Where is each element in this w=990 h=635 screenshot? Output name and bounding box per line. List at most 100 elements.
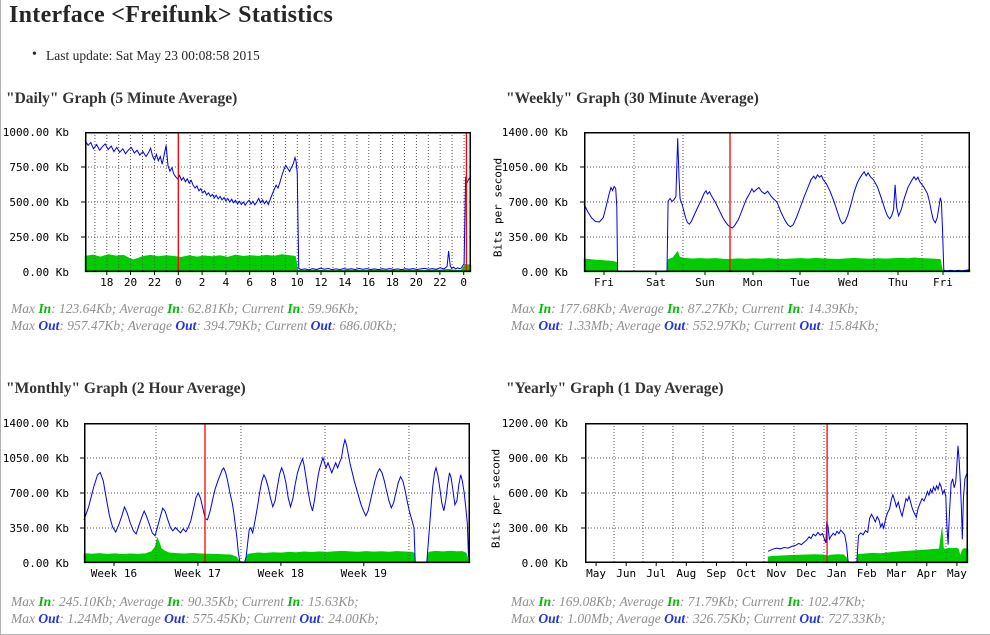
daily-out-stats-line: Max Out: 957.47Kb; Average Out: 394.79Kb… bbox=[11, 318, 397, 335]
in-word: In bbox=[787, 594, 801, 609]
daily-graph-title: "Daily" Graph (5 Minute Average) bbox=[6, 90, 238, 107]
x-tick-label: 8 bbox=[270, 276, 277, 289]
stats-current-value: : 727.33Kb; bbox=[820, 610, 886, 626]
y-tick-label: 350.00 Kb bbox=[9, 522, 69, 535]
y-tick-label: 0.00 Kb bbox=[521, 266, 568, 279]
stats-max-label: Max bbox=[511, 610, 539, 626]
x-tick-label: Feb bbox=[856, 567, 877, 580]
x-tick-label: May bbox=[586, 567, 607, 580]
stats-max-value: : 1.33Mb; Average bbox=[559, 317, 665, 333]
stats-current-value: : 15.84Kb; bbox=[820, 317, 879, 333]
x-tick-label: Sep bbox=[706, 567, 727, 580]
stats-current-value: : 102.47Kb; bbox=[800, 594, 866, 609]
plot-frame bbox=[584, 132, 970, 272]
in-word: In bbox=[538, 301, 552, 316]
stats-max-value: : 169.08Kb; Average bbox=[551, 594, 668, 609]
y-tick-label: 250.00 Kb bbox=[9, 231, 69, 244]
stats-average-value: : 575.45Kb; Current bbox=[185, 610, 300, 626]
x-tick-label: Aug bbox=[676, 567, 697, 580]
stats-max-value: : 1.00Mb; Average bbox=[559, 610, 665, 626]
stats-average-value: : 87.27Kb; Current bbox=[679, 301, 788, 316]
y-axis-unit-label: Bits per second bbox=[489, 448, 503, 549]
x-tick-label: 18 bbox=[385, 276, 400, 289]
x-tick-label: 22 bbox=[147, 276, 162, 289]
x-tick-label: Week 19 bbox=[340, 567, 388, 580]
out-word: Out bbox=[799, 610, 821, 626]
out-word: Out bbox=[299, 610, 321, 626]
y-tick-label: 300.00 Kb bbox=[508, 522, 568, 535]
yearly-in-stats-line: Max In: 169.08Kb; Average In: 71.79Kb; C… bbox=[511, 594, 886, 611]
stats-current-value: : 24.00Kb; bbox=[320, 610, 379, 626]
y-tick-label: 1050.00 Kb bbox=[501, 161, 568, 174]
x-tick-label: Jun bbox=[616, 567, 637, 580]
in-word: In bbox=[287, 594, 301, 609]
x-tick-label: Mar bbox=[886, 567, 907, 580]
in-word: In bbox=[287, 301, 301, 316]
y-tick-label: 1050.00 Kb bbox=[2, 452, 69, 465]
in-word: In bbox=[538, 594, 552, 609]
x-tick-label: 20 bbox=[123, 276, 138, 289]
monthly-out-stats-line: Max Out: 1.24Mb; Average Out: 575.45Kb; … bbox=[11, 611, 379, 628]
y-tick-label: 1400.00 Kb bbox=[501, 126, 568, 139]
stats-max-value: : 957.47Kb; Average bbox=[59, 317, 176, 333]
y-tick-label: 0.00 Kb bbox=[22, 266, 69, 279]
stats-max-value: : 177.68Kb; Average bbox=[551, 301, 668, 316]
out-word: Out bbox=[38, 317, 60, 333]
plot-frame bbox=[85, 132, 471, 272]
weekly-in-stats-line: Max In: 177.68Kb; Average In: 87.27Kb; C… bbox=[511, 301, 879, 318]
out-word: Out bbox=[164, 610, 186, 626]
x-tick-label: Mon bbox=[743, 276, 763, 289]
monthly-in-stats-line: Max In: 245.10Kb; Average In: 90.35Kb; C… bbox=[11, 594, 379, 611]
plot-frame bbox=[84, 423, 470, 563]
in-traffic-area bbox=[84, 254, 472, 273]
y-tick-label: 900.00 Kb bbox=[508, 452, 568, 465]
x-tick-label: Fri bbox=[594, 276, 614, 289]
y-tick-label: 750.00 Kb bbox=[9, 161, 69, 174]
y-tick-label: 500.00 Kb bbox=[9, 196, 69, 209]
monthly-graph-title: "Monthly" Graph (2 Hour Average) bbox=[6, 380, 246, 397]
x-tick-label: Dec bbox=[796, 567, 817, 580]
y-tick-label: 700.00 Kb bbox=[508, 196, 568, 209]
out-traffic-line bbox=[83, 437, 471, 564]
out-word: Out bbox=[538, 317, 560, 333]
x-tick-label: Oct bbox=[736, 567, 757, 580]
stats-current-value: : 59.96Kb; bbox=[300, 301, 359, 316]
weekly-chart-canvas bbox=[580, 132, 971, 275]
y-tick-label: 700.00 Kb bbox=[9, 487, 69, 500]
stats-current-value: : 15.63Kb; bbox=[300, 594, 359, 609]
out-word: Out bbox=[310, 317, 332, 333]
in-traffic-area bbox=[767, 527, 969, 564]
out-word: Out bbox=[799, 317, 821, 333]
stats-max-label: Max bbox=[511, 301, 539, 316]
y-tick-label: 0.00 Kb bbox=[521, 557, 568, 570]
x-tick-label: Nov bbox=[766, 567, 787, 580]
monthly-stats: Max In: 245.10Kb; Average In: 90.35Kb; C… bbox=[11, 594, 379, 627]
x-tick-label: Tue bbox=[790, 276, 810, 289]
stats-average-value: : 90.35Kb; Current bbox=[179, 594, 288, 609]
stats-max-value: : 245.10Kb; Average bbox=[51, 594, 168, 609]
in-traffic-area bbox=[83, 536, 471, 564]
x-tick-label: 0 bbox=[174, 276, 182, 289]
x-tick-label: 2 bbox=[198, 276, 206, 289]
x-tick-label: 16 bbox=[362, 276, 376, 289]
x-tick-label: 4 bbox=[222, 276, 230, 289]
yearly-out-stats-line: Max Out: 1.00Mb; Average Out: 326.75Kb; … bbox=[511, 611, 886, 628]
in-word: In bbox=[667, 301, 680, 316]
stats-average-value: : 71.79Kb; Current bbox=[679, 594, 788, 609]
stats-average-value: : 552.97Kb; Current bbox=[685, 317, 800, 333]
stats-max-label: Max bbox=[511, 594, 539, 609]
weekly-graph: 1400.00 Kb 1050.00 Kb 700.00 Kb 350.00 Kb 0.… bbox=[479, 125, 990, 295]
x-tick-label: 0 bbox=[460, 276, 468, 289]
daily-chart-canvas bbox=[81, 132, 472, 275]
stats-current-value: : 14.39Kb; bbox=[800, 301, 859, 316]
stats-max-label: Max bbox=[11, 317, 39, 333]
in-word: In bbox=[38, 594, 52, 609]
daily-in-stats-line: Max In: 123.64Kb; Average In: 62.81Kb; C… bbox=[11, 301, 397, 318]
stats-current-value: : 686.00Kb; bbox=[331, 317, 397, 333]
x-tick-label: Thu bbox=[888, 276, 908, 289]
stats-average-value: : 326.75Kb; Current bbox=[685, 610, 800, 626]
stats-max-label: Max bbox=[511, 317, 539, 333]
out-word: Out bbox=[664, 610, 686, 626]
in-word: In bbox=[38, 301, 52, 316]
